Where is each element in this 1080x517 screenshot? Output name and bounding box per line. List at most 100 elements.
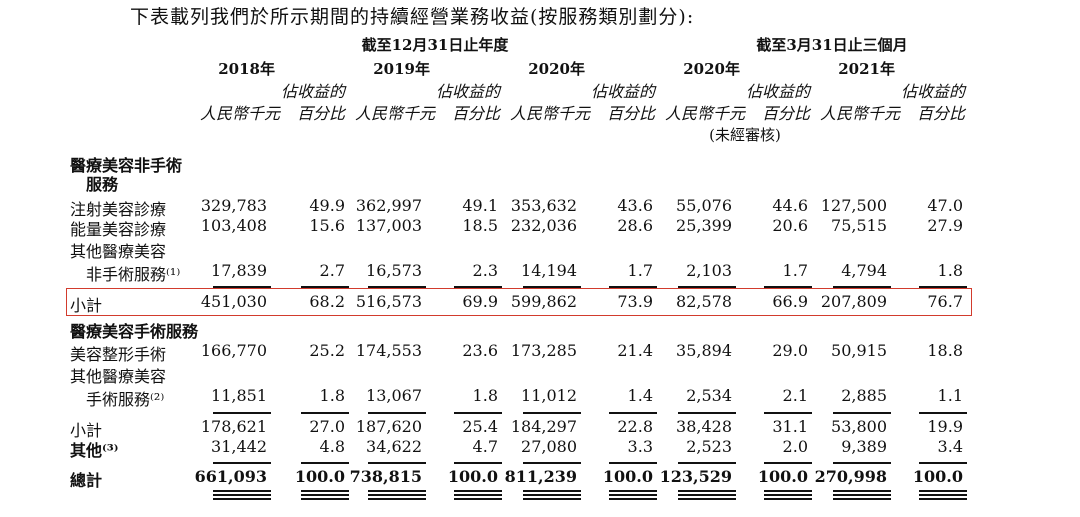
table-rule (833, 412, 891, 414)
row-label: 美容整形手術 (70, 345, 167, 364)
table-cell: 1.8 (472, 386, 498, 405)
table-rule (678, 498, 736, 500)
table-rule (609, 412, 657, 414)
row-label: 其他醫療美容 (70, 242, 167, 261)
pct-header: 百分比 (916, 104, 965, 123)
table-cell: 362,997 (355, 196, 422, 215)
pct-header: 佔收益的 (900, 82, 965, 101)
table-rule (368, 462, 426, 464)
table-rule (764, 286, 812, 288)
table-rule (213, 462, 271, 464)
table-cell: 2.7 (319, 261, 345, 280)
table-rule (919, 286, 967, 288)
row-label: 其他⁽³⁾ (70, 441, 119, 460)
table-rule (833, 498, 891, 500)
table-cell: 2,885 (841, 386, 887, 405)
table-rule (678, 286, 736, 288)
row-label: 非手術服務⁽¹⁾ (86, 265, 181, 284)
table-rule (764, 490, 812, 492)
table-rule (213, 286, 271, 288)
amount-header: 人民幣千元 (199, 104, 280, 123)
row-label: 醫療美容手術服務 (70, 322, 199, 341)
table-cell: 31,442 (211, 437, 267, 456)
table-cell: 69.9 (462, 292, 498, 311)
table-cell: 127,500 (820, 196, 887, 215)
table-rule (919, 490, 967, 492)
table-rule (301, 286, 349, 288)
table-cell: 270,998 (814, 467, 887, 486)
pct-header: 佔收益的 (435, 82, 500, 101)
table-rule (764, 412, 812, 414)
table-rule (678, 494, 736, 496)
table-cell: 23.6 (462, 341, 498, 360)
pct-header: 百分比 (606, 104, 655, 123)
table-cell: 11,012 (521, 386, 577, 405)
table-rule (523, 412, 581, 414)
table-cell: 100.0 (294, 467, 345, 486)
table-cell: 31.1 (772, 417, 808, 436)
table-rule (919, 494, 967, 496)
table-cell: 29.0 (772, 341, 808, 360)
table-rule (368, 494, 426, 496)
table-cell: 35,894 (676, 341, 732, 360)
table-cell: 123,529 (659, 467, 732, 486)
table-rule (523, 494, 581, 496)
row-label: 小計 (70, 296, 103, 315)
table-cell: 451,030 (200, 292, 267, 311)
amount-header: 人民幣千元 (509, 104, 590, 123)
table-cell: 1.7 (627, 261, 653, 280)
table-rule (764, 494, 812, 496)
table-rule (678, 462, 736, 464)
row-label: 小計 (70, 421, 103, 440)
table-cell: 22.8 (617, 417, 653, 436)
table-rule (523, 498, 581, 500)
table-cell: 4,794 (841, 261, 887, 280)
table-cell: 173,285 (510, 341, 577, 360)
table-cell: 18.8 (927, 341, 963, 360)
table-cell: 2,523 (686, 437, 732, 456)
table-cell: 4.7 (472, 437, 498, 456)
table-cell: 178,621 (200, 417, 267, 436)
highlight-box (66, 288, 972, 316)
table-cell: 17,839 (211, 261, 267, 280)
table-cell: 1.8 (319, 386, 345, 405)
table-rule (454, 412, 502, 414)
table-rule (368, 286, 426, 288)
table-cell: 353,632 (510, 196, 577, 215)
table-cell: 43.6 (617, 196, 653, 215)
table-rule (301, 490, 349, 492)
table-rule (764, 462, 812, 464)
table-rule (454, 462, 502, 464)
group-header-quarter: 截至3月31日止三個月 (756, 36, 908, 54)
table-cell: 4.8 (319, 437, 345, 456)
table-cell: 3.3 (627, 437, 653, 456)
table-rule (609, 490, 657, 492)
table-cell: 50,915 (831, 341, 887, 360)
table-rule (833, 490, 891, 492)
table-cell: 137,003 (355, 216, 422, 235)
table-rule (301, 498, 349, 500)
table-rule (919, 498, 967, 500)
table-cell: 25.4 (462, 417, 498, 436)
table-cell: 66.9 (772, 292, 808, 311)
table-cell: 18.5 (462, 216, 498, 235)
table-rule (919, 412, 967, 414)
table-cell: 68.2 (309, 292, 345, 311)
pct-header: 佔收益的 (745, 82, 810, 101)
table-cell: 661,093 (194, 467, 267, 486)
table-cell: 2.0 (782, 437, 808, 456)
table-cell: 232,036 (510, 216, 577, 235)
table-cell: 55,076 (676, 196, 732, 215)
table-rule (368, 498, 426, 500)
year-header: 2020年 (683, 60, 740, 78)
table-rule (368, 412, 426, 414)
table-cell: 100.0 (757, 467, 808, 486)
table-cell: 1.1 (937, 386, 963, 405)
table-cell: 25.2 (309, 341, 345, 360)
table-rule (454, 498, 502, 500)
table-cell: 599,862 (510, 292, 577, 311)
pct-header: 百分比 (451, 104, 500, 123)
table-cell: 28.6 (617, 216, 653, 235)
table-rule (678, 412, 736, 414)
year-header: 2020年 (528, 60, 585, 78)
